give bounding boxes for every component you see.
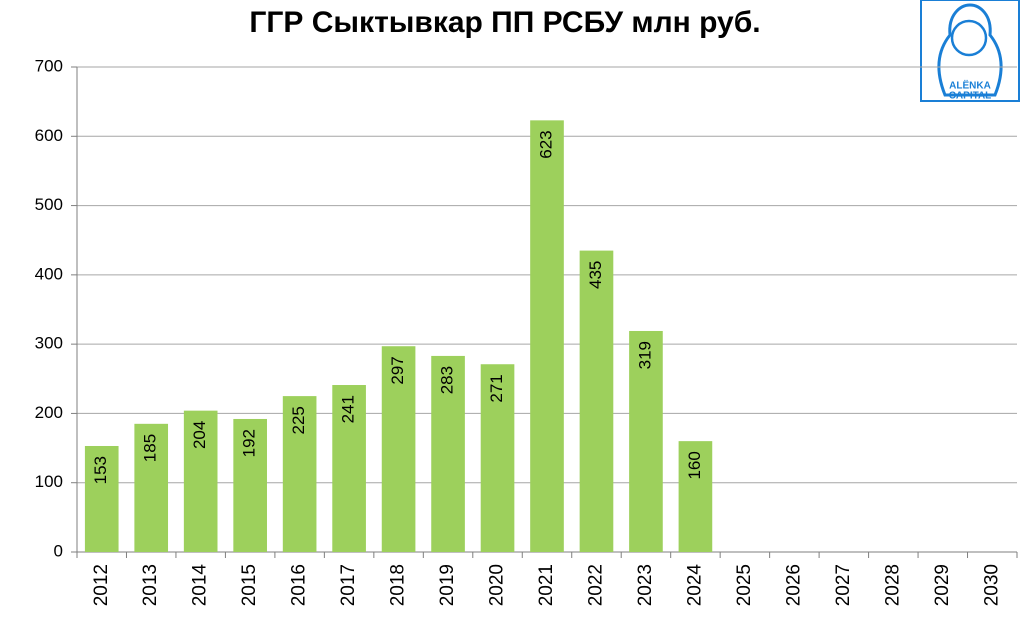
logo: ALËNKA CAPITAL: [920, 0, 1020, 102]
data-label: 185: [141, 434, 160, 462]
bar: [579, 250, 614, 552]
y-tick-label: 700: [35, 56, 63, 75]
bar: [332, 385, 366, 552]
data-label: 153: [91, 456, 110, 484]
bar: [431, 355, 465, 552]
logo-doll: [937, 3, 1003, 97]
x-tick-label: 2013: [140, 564, 161, 606]
y-tick-label: 200: [35, 403, 63, 422]
data-label: 192: [240, 429, 259, 457]
data-label: 225: [289, 406, 308, 434]
data-label: 623: [536, 130, 555, 158]
x-tick-label: 2016: [289, 564, 310, 606]
logo-text: ALËNKA: [949, 79, 991, 92]
bar: [183, 410, 218, 552]
logo-text: CAPITAL: [949, 91, 992, 102]
y-tick-label: 600: [35, 126, 63, 145]
x-tick-label: 2015: [239, 564, 260, 606]
data-label: 204: [190, 421, 209, 449]
x-tick-label: 2027: [833, 564, 854, 606]
data-label: 160: [685, 451, 704, 479]
data-label: 271: [487, 374, 506, 402]
bar: [530, 120, 564, 552]
x-tick-label: 2017: [338, 564, 359, 606]
logo-frame: [920, 0, 1020, 102]
x-tick-label: 2021: [536, 564, 557, 606]
x-tick-label: 2023: [635, 564, 656, 606]
y-tick-label: 400: [35, 264, 63, 283]
x-tick-label: 2026: [783, 564, 804, 606]
bar: [134, 423, 169, 552]
y-tick-label: 500: [35, 195, 63, 214]
logo-face: [950, 19, 988, 57]
bar: [381, 346, 416, 552]
y-tick-label: 300: [35, 334, 63, 353]
bar: [84, 445, 119, 552]
bar: [629, 330, 663, 552]
x-tick-label: 2029: [932, 564, 953, 606]
data-label: 283: [438, 366, 457, 394]
data-label: 435: [586, 261, 605, 289]
x-tick-label: 2028: [882, 564, 903, 606]
chart-title: ГГР Сыктывкар ПП РСБУ млн руб.: [249, 6, 760, 39]
x-tick-label: 2024: [684, 564, 705, 607]
y-tick-label: 0: [54, 541, 63, 560]
bar: [480, 364, 515, 552]
data-label: 319: [635, 341, 654, 369]
data-label: 241: [339, 395, 358, 423]
bar: [282, 396, 317, 552]
bar: [678, 441, 713, 552]
bar: [233, 418, 267, 552]
x-tick-label: 2020: [487, 564, 508, 606]
x-tick-label: 2019: [437, 564, 458, 606]
x-tick-label: 2030: [981, 564, 1002, 606]
data-label: 297: [388, 356, 407, 384]
x-tick-label: 2018: [388, 564, 409, 606]
x-tick-label: 2012: [91, 564, 112, 606]
x-tick-label: 2025: [734, 564, 755, 606]
x-tick-label: 2022: [585, 564, 606, 606]
x-tick-label: 2014: [190, 564, 211, 607]
y-tick-label: 100: [35, 472, 63, 491]
